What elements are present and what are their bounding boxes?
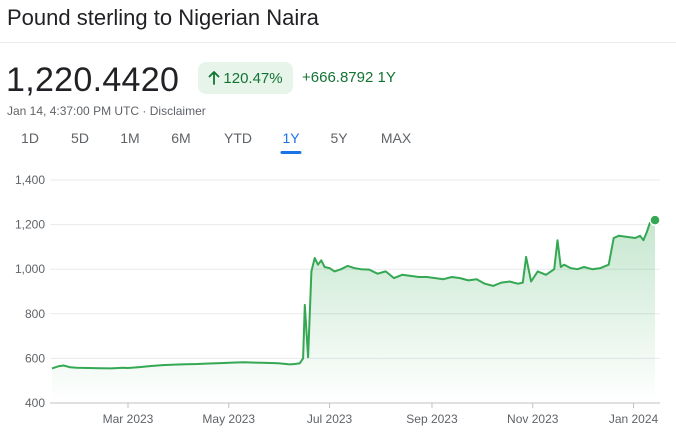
- current-point: [649, 214, 661, 226]
- tab-1m[interactable]: 1M: [120, 130, 140, 146]
- y-tick-label: 600: [25, 351, 45, 365]
- divider: [0, 42, 676, 43]
- tab-5y[interactable]: 5Y: [330, 130, 348, 146]
- tab-1d[interactable]: 1D: [21, 130, 39, 146]
- x-tick-label: May 2023: [202, 412, 255, 426]
- y-tick-label: 1,400: [15, 173, 45, 187]
- x-tick-label: Sep 2023: [406, 412, 458, 426]
- price-meta: Jan 14, 4:37:00 PM UTC · Disclaimer: [7, 104, 206, 118]
- percent-change-badge: 120.47%: [198, 62, 293, 94]
- page-title: Pound sterling to Nigerian Naira: [7, 5, 319, 30]
- y-tick-label: 1,000: [15, 262, 45, 276]
- tab-5d[interactable]: 5D: [71, 130, 89, 146]
- current-price: 1,220.4420: [6, 61, 180, 99]
- tab-6m[interactable]: 6M: [171, 130, 191, 146]
- arrow-up-icon: [208, 71, 220, 85]
- y-tick-label: 800: [25, 307, 45, 321]
- absolute-change: +666.8792 1Y: [302, 69, 396, 86]
- tab-ytd[interactable]: YTD: [224, 130, 252, 146]
- chart-area: [51, 214, 661, 403]
- tab-1y[interactable]: 1Y: [278, 128, 303, 154]
- range-tabs: 1D 5D 1M 6M YTD 1Y 5Y MAX: [0, 128, 676, 154]
- y-tick-label: 1,200: [15, 218, 45, 232]
- x-tick-label: Mar 2023: [103, 412, 154, 426]
- chart-axes: 1,400 1,200 1,000 800 600 400 Mar 2023 May 2023…: [15, 173, 659, 426]
- percent-change: 120.47%: [223, 69, 283, 87]
- y-tick-label: 400: [25, 396, 45, 410]
- x-tick-label: Jul 2023: [307, 412, 353, 426]
- series-line: [51, 219, 656, 370]
- tab-max[interactable]: MAX: [380, 130, 412, 146]
- x-tick-label: Nov 2023: [507, 412, 559, 426]
- disclaimer-link[interactable]: Disclaimer: [149, 104, 206, 118]
- separator: ·: [139, 104, 150, 118]
- area-fill: [52, 220, 655, 403]
- x-tick-label: Jan 2024: [609, 412, 659, 426]
- timestamp: Jan 14, 4:37:00 PM UTC: [7, 104, 140, 118]
- price-chart[interactable]: 1,400 1,200 1,000 800 600 400 Mar 2023 May 2023…: [0, 160, 676, 439]
